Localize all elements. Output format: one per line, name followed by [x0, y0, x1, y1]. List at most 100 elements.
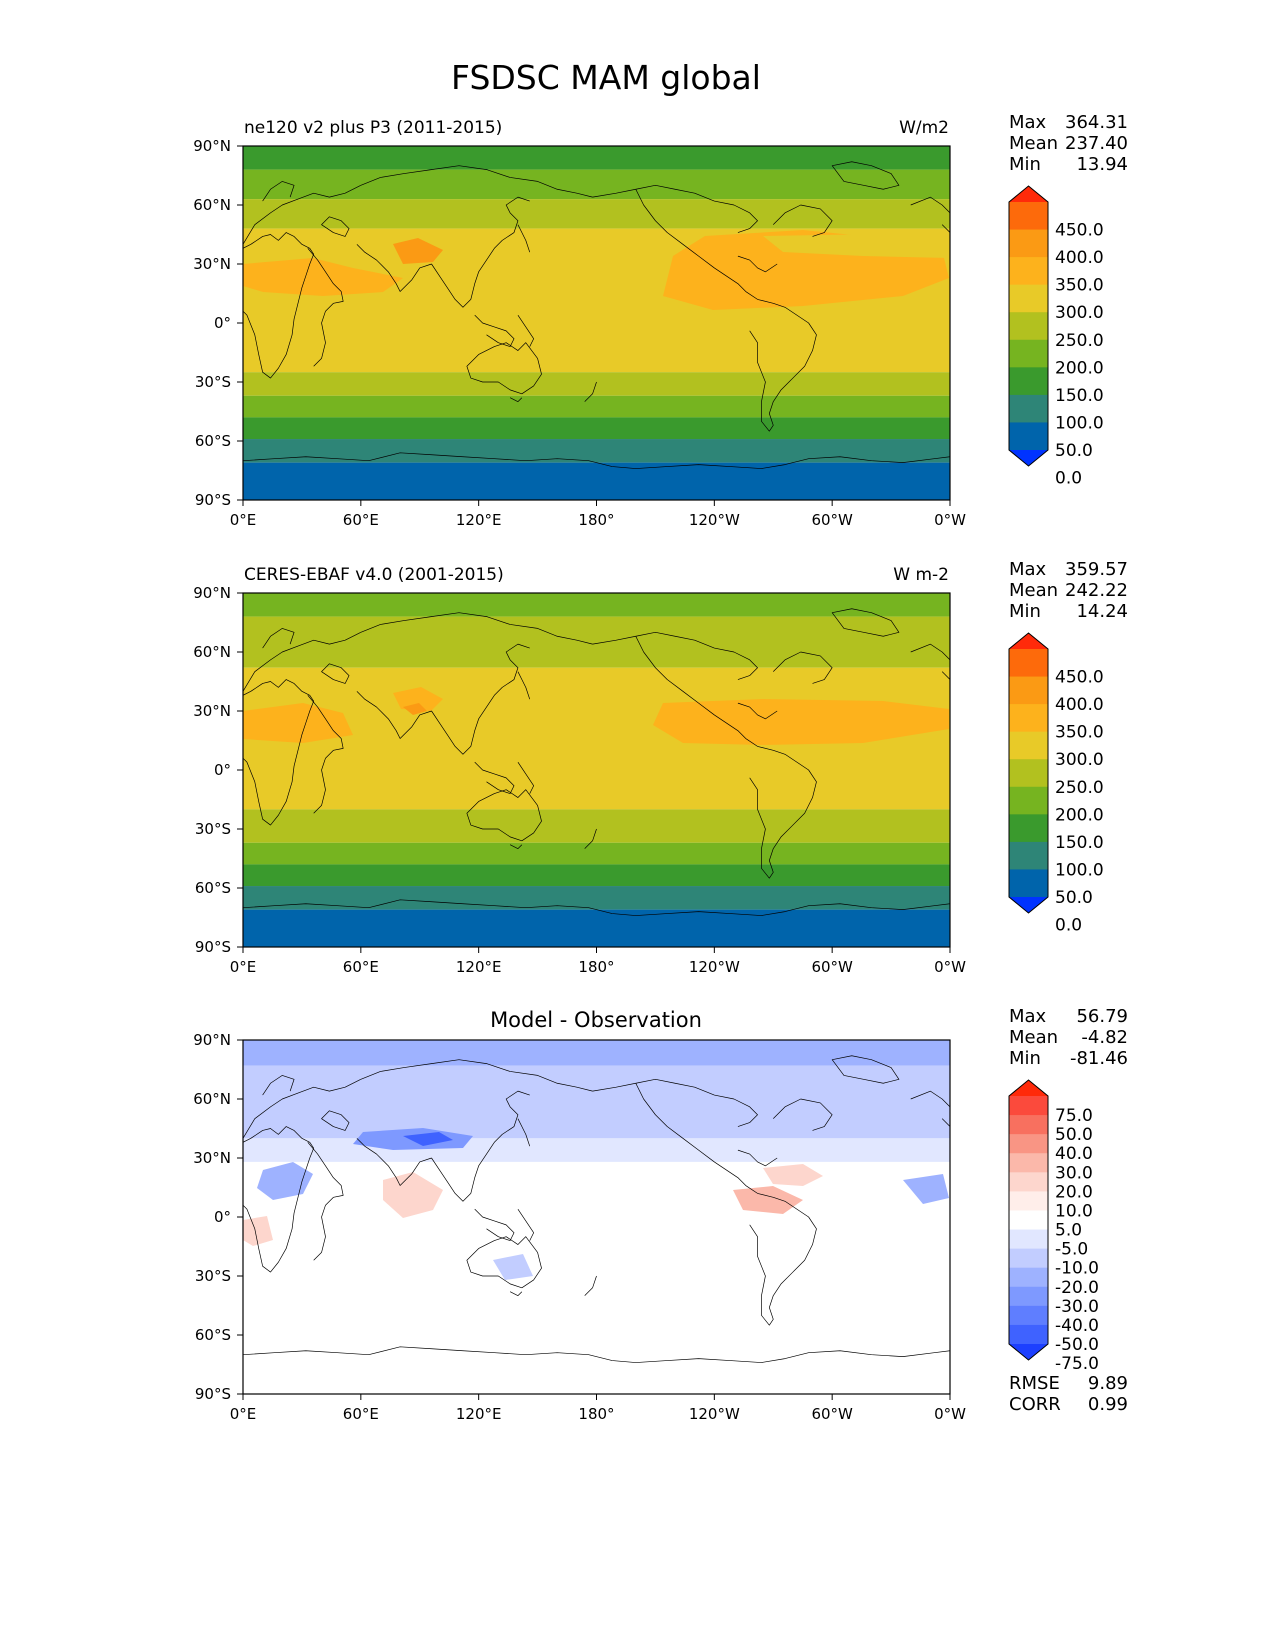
- zonal-band: [243, 199, 950, 229]
- stat-max-value: 359.57: [1065, 559, 1128, 580]
- stat-min-value: -81.46: [1070, 1048, 1128, 1069]
- lon-tick-label: 0°E: [230, 1405, 257, 1423]
- colorbar-segment: [1009, 704, 1048, 733]
- colorbar-extend-max: [1009, 186, 1048, 202]
- colorbar-label: 350.0: [1055, 723, 1104, 743]
- colorbar-segment: [1009, 339, 1048, 368]
- lon-tick-label: 60°W: [811, 958, 853, 976]
- region-patch: [243, 703, 353, 743]
- colorbar-label: -20.0: [1055, 1278, 1099, 1298]
- colorbar-label: 150.0: [1055, 833, 1104, 853]
- colorbar-label: 20.0: [1055, 1182, 1093, 1202]
- regional-anomalies: [243, 230, 949, 310]
- regional-anomalies: [243, 1104, 949, 1280]
- lon-tick-label: 120°W: [689, 958, 740, 976]
- zonal-band: [243, 1138, 950, 1162]
- corr-label: CORR: [1009, 1394, 1061, 1415]
- lat-tick-label: 0°: [214, 314, 231, 332]
- stats-block: Max 56.79 Mean -4.82 Min -81.46: [1009, 1006, 1128, 1069]
- colorbar-segment: [1009, 284, 1048, 313]
- colorbar: 450.0 400.0 350.0 300.0 250.0 200.0 150.0 100.0…: [1008, 632, 1104, 936]
- lat-tick-label: 30°S: [195, 1267, 231, 1285]
- colorbar-segment: [1009, 1096, 1048, 1116]
- colorbar-segment: [1009, 841, 1048, 870]
- colorbar-segment: [1009, 1172, 1048, 1192]
- lon-tick-label: 120°E: [456, 1405, 502, 1423]
- colorbar-segment: [1009, 1115, 1048, 1135]
- colorbar-label: 50.0: [1055, 888, 1093, 908]
- zonal-band: [243, 417, 950, 440]
- colorbar-label: 0.0: [1055, 916, 1082, 936]
- colorbar-label: 250.0: [1055, 778, 1104, 798]
- panel-units: W/m2: [899, 118, 949, 138]
- region-patch: [703, 1104, 843, 1136]
- zonal-band: [243, 886, 950, 910]
- colorbar-segment: [1009, 1191, 1048, 1211]
- lat-tick-label: 0°: [214, 1208, 231, 1226]
- lon-tick-label: 60°E: [343, 511, 379, 529]
- stat-mean-value: 237.40: [1065, 133, 1128, 154]
- colorbar-outline: [1008, 185, 1049, 467]
- colorbar: 75.050.040.030.020.010.05.0-5.0-10.0-20.…: [1008, 1079, 1099, 1374]
- colorbar-label: 50.0: [1055, 441, 1093, 461]
- zonal-band: [243, 169, 950, 200]
- zonal-band: [243, 462, 950, 500]
- rmse-value: 9.89: [1088, 1373, 1128, 1394]
- zonal-band: [243, 146, 950, 170]
- region-patch: [653, 699, 949, 745]
- colorbar-label: 40.0: [1055, 1144, 1093, 1164]
- colorbar-label: 200.0: [1055, 358, 1104, 378]
- colorbar-segment: [1009, 869, 1048, 898]
- colorbar-label: 150.0: [1055, 386, 1104, 406]
- lon-tick-label: 60°W: [811, 1405, 853, 1423]
- lat-tick-label: 30°S: [195, 820, 231, 838]
- colorbar-label: -40.0: [1055, 1316, 1099, 1336]
- stat-mean-label: Mean: [1009, 133, 1058, 154]
- colorbar-label: 50.0: [1055, 1125, 1093, 1145]
- colorbar: 450.0 400.0 350.0 300.0 250.0 200.0 150.0 100.0…: [1008, 185, 1104, 489]
- lon-tick-label: 120°W: [689, 511, 740, 529]
- colorbar-label: -5.0: [1055, 1240, 1088, 1260]
- colorbar-outline: [1008, 1079, 1049, 1361]
- panel-title: ne120 v2 plus P3 (2011-2015): [244, 118, 502, 138]
- rmse-label: RMSE: [1009, 1373, 1060, 1394]
- lat-tick-label: 60°S: [195, 879, 231, 897]
- stat-max-label: Max: [1009, 559, 1047, 580]
- zonal-band: [243, 809, 950, 843]
- colorbar-segment: [1009, 731, 1048, 760]
- lat-tick-label: 60°S: [195, 432, 231, 450]
- lat-tick-label: 30°S: [195, 373, 231, 391]
- zonal-band: [243, 372, 950, 396]
- lat-tick-label: 90°N: [193, 137, 231, 155]
- region-patch: [493, 1254, 533, 1280]
- map-area: 90°N 60°N 30°N 0° 30°S 60°S 90°S 0°E 60°E 120°E 18…: [193, 584, 966, 976]
- stats-block: Max 364.31 Mean 237.40 Min 13.94: [1009, 112, 1128, 175]
- stat-mean-value: -4.82: [1081, 1027, 1128, 1048]
- colorbar-label: 5.0: [1055, 1221, 1082, 1241]
- region-patch: [257, 1162, 313, 1200]
- stat-min-label: Min: [1009, 601, 1041, 622]
- lon-tick-label: 0°E: [230, 511, 257, 529]
- lon-tick-label: 60°E: [343, 958, 379, 976]
- lat-tick-label: 90°N: [193, 584, 231, 602]
- lon-tick-label: 120°E: [456, 958, 502, 976]
- lon-tick-label: 180°: [578, 1405, 614, 1423]
- panel-difference: Model - Observation 90°N 60°N 30°N 0° 30°S 60…: [193, 1006, 1128, 1423]
- colorbar-label: 450.0: [1055, 221, 1104, 241]
- colorbar-label: 450.0: [1055, 668, 1104, 688]
- stat-min-label: Min: [1009, 1048, 1041, 1069]
- lat-tick-label: 30°N: [193, 1149, 231, 1167]
- colorbar-segment: [1009, 422, 1048, 451]
- colorbar-segment: [1009, 257, 1048, 286]
- colorbar-segment: [1009, 649, 1048, 678]
- zonal-band: [243, 1065, 950, 1139]
- zonal-band: [243, 616, 950, 668]
- colorbar-segment: [1009, 676, 1048, 705]
- lat-tick-label: 60°S: [195, 1326, 231, 1344]
- colorbar-extend-max: [1009, 1080, 1048, 1096]
- lon-tick-label: 120°W: [689, 1405, 740, 1423]
- colorbar-extend-min: [1009, 1344, 1048, 1360]
- map-area: 90°N 60°N 30°N 0° 30°S 60°S 90°S 0°E 60°E 120°E 18…: [193, 1031, 966, 1423]
- colorbar-label: 300.0: [1055, 750, 1104, 770]
